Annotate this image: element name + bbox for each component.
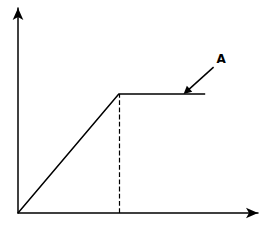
svg-text:A: A	[217, 52, 227, 66]
